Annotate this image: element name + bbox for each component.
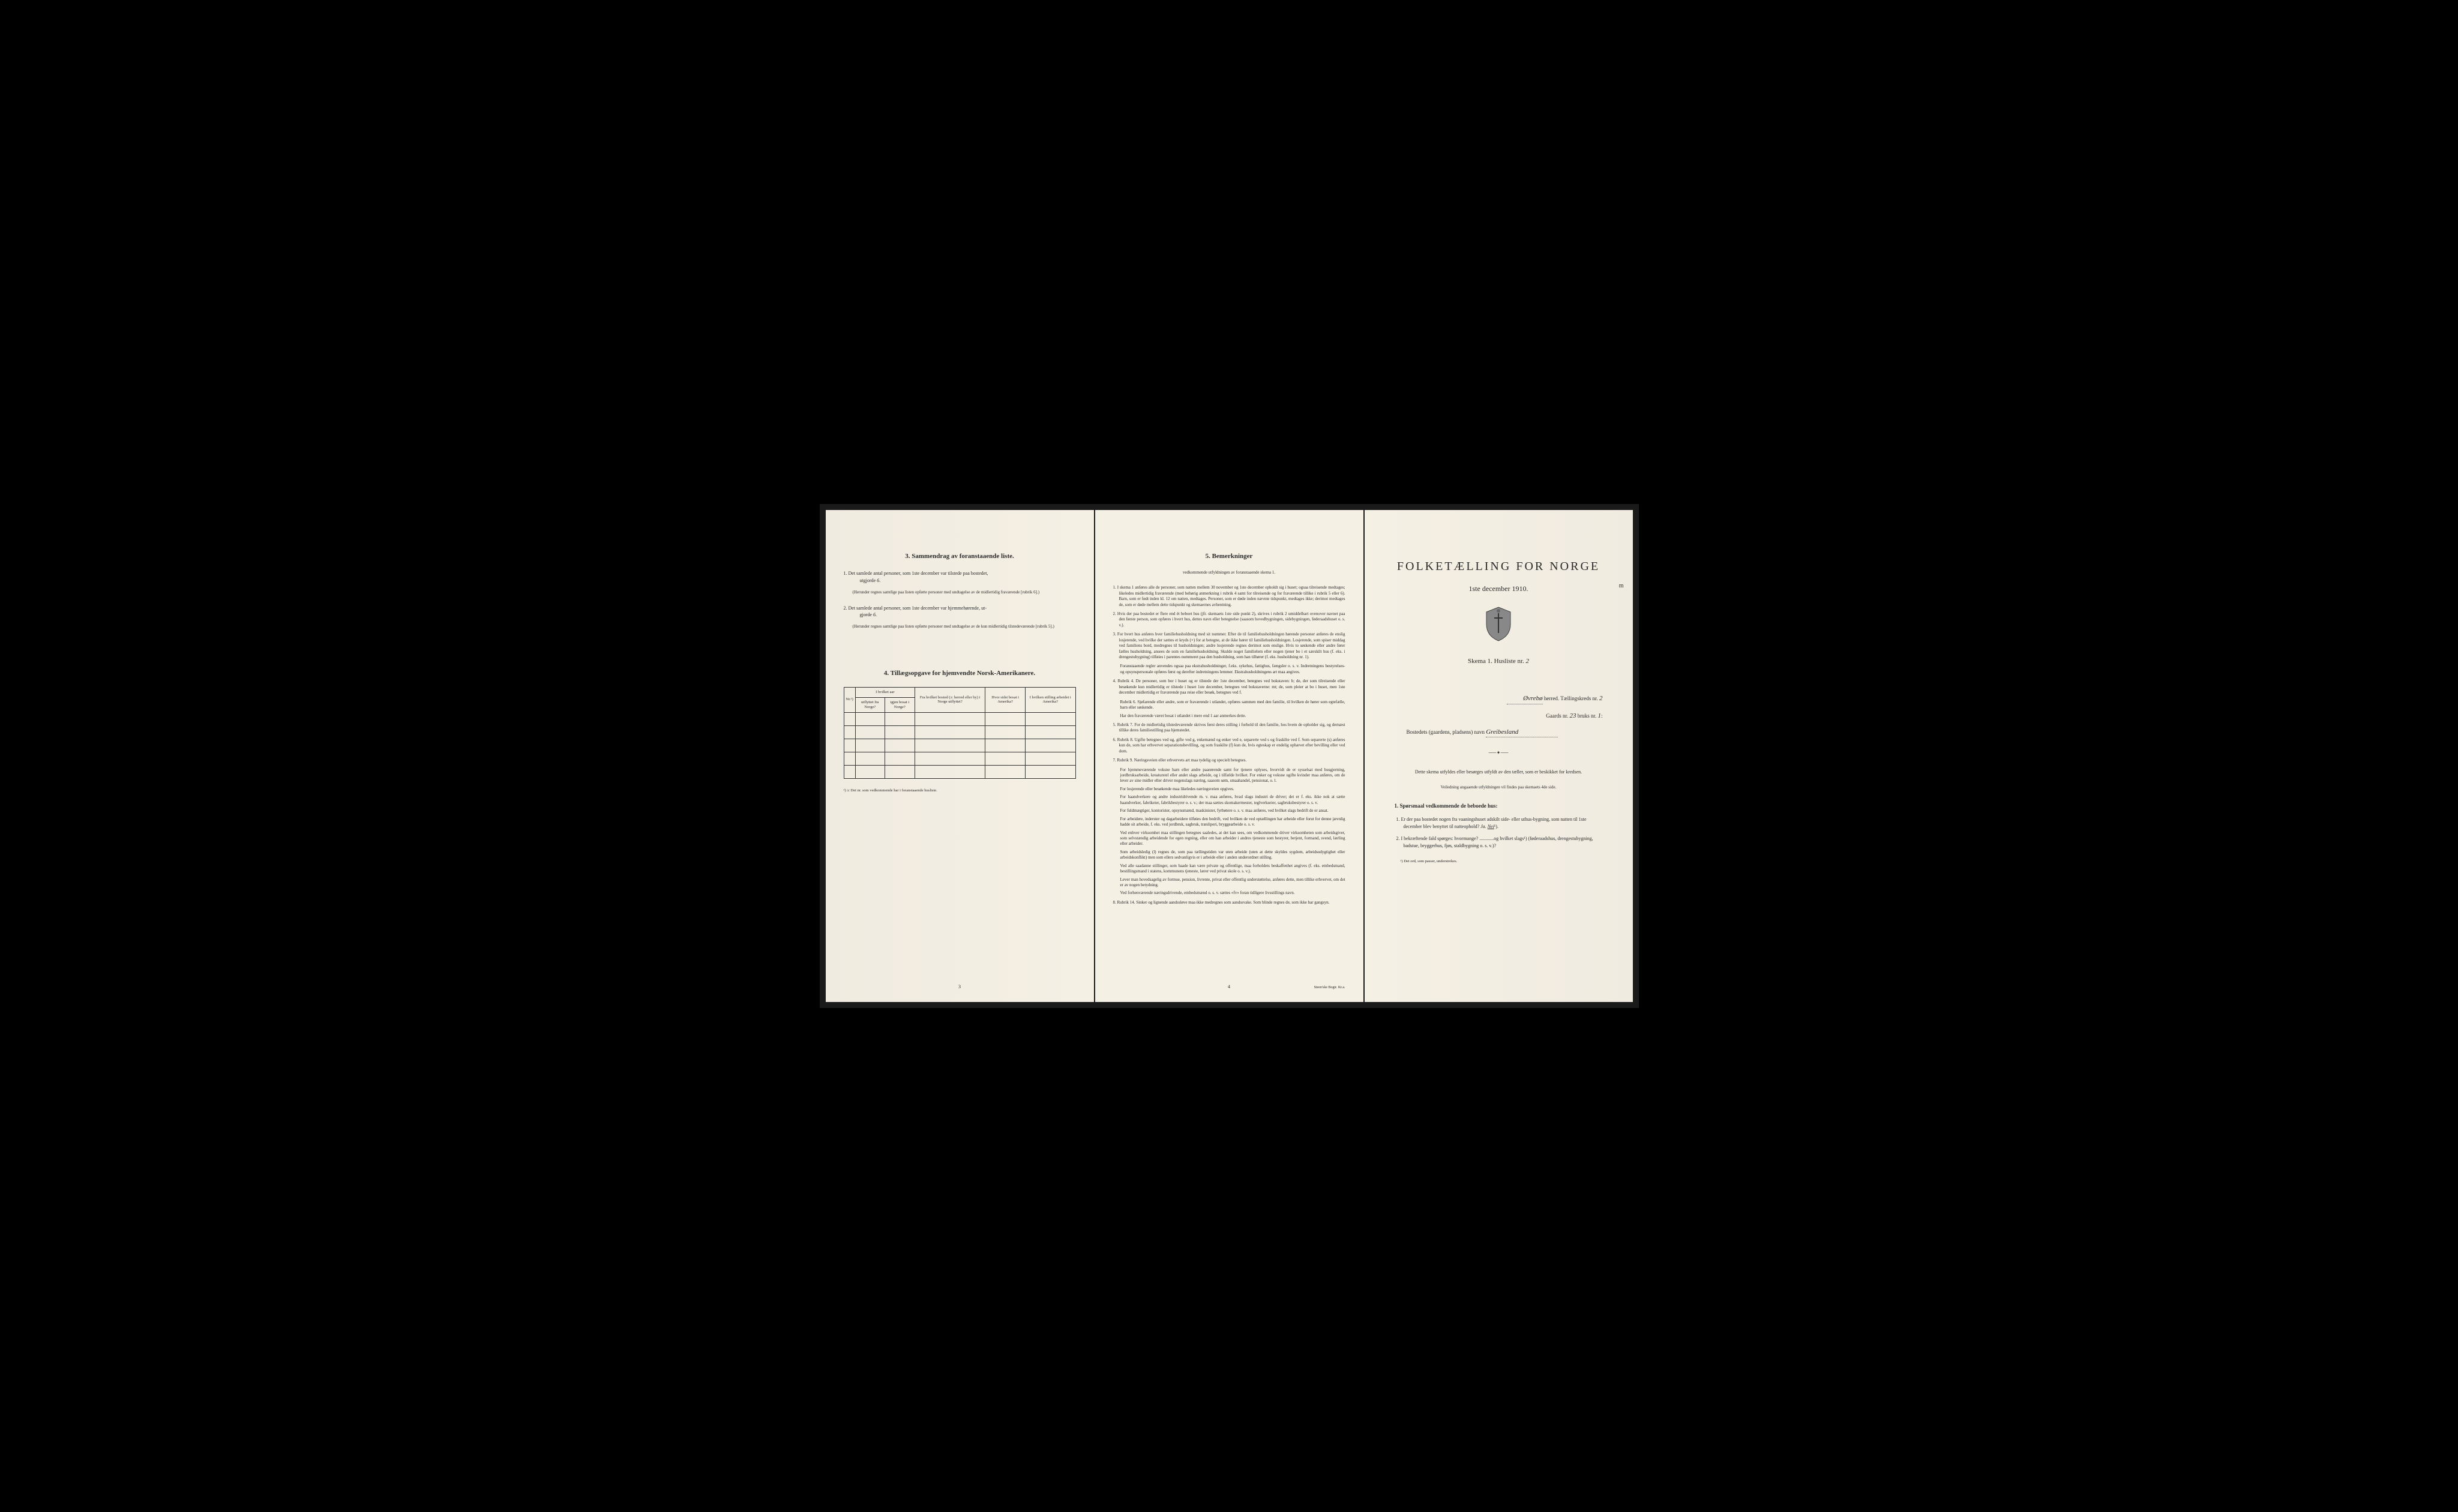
page-number-4: 4 [1228, 983, 1230, 990]
table-row [844, 765, 1075, 778]
remark-3: 3. For hvert hus anføres hver familiehus… [1113, 632, 1345, 660]
th-utflyttet: utflyttet fra Norge? [855, 697, 885, 712]
summary-item-2: 2. Det samlede antal personer, som 1ste … [844, 605, 1076, 618]
remark-2: 2. Hvis der paa bostedet er flere end ét… [1113, 611, 1345, 628]
remark-7-sub8: Ved alle saadanne stillinger, som baade … [1120, 863, 1345, 875]
th-amerika: Hvor sidst bosat i Amerika? [985, 688, 1026, 712]
main-title: FOLKETÆLLING FOR NORGE [1383, 558, 1615, 575]
remark-5: 5. Rubrik 7. For de midlertidig tilstede… [1113, 722, 1345, 734]
amerikanere-table: Nr.¹) I hvilket aar Fra hvilket bosted (… [844, 687, 1076, 778]
hjemmehorende-count: 6 [873, 612, 876, 617]
herred-line: Øvrebø herred. Tællingskreds nr. 2 [1383, 694, 1615, 704]
table-row [844, 712, 1075, 725]
remark-7-sub2: For losjerende eller besøkende maa likel… [1120, 787, 1345, 792]
question-1: 1. Er der paa bostedet nogen fra vaaning… [1404, 816, 1603, 830]
margin-mark: m [1619, 582, 1624, 590]
table-footnote: ¹) ɔ: Det nr. som vedkommende har i fora… [844, 788, 1076, 793]
herred-name: Øvrebø [1507, 694, 1543, 704]
table-row [844, 752, 1075, 765]
remark-6: 6. Rubrik 8. Ugifte betegnes ved ug, gif… [1113, 737, 1345, 754]
husliste-nr: 2 [1526, 658, 1530, 665]
census-date: 1ste december 1910. [1383, 584, 1615, 594]
th-bosted: Fra hvilket bosted (ɔ: herred eller by) … [915, 688, 985, 712]
remark-7-sub7: Som arbeidsledig (l) regnes de, som paa … [1120, 850, 1345, 861]
th-stilling: I hvilken stilling arbeidet i Amerika? [1025, 688, 1075, 712]
section-4-heading: 4. Tillægsopgave for hjemvendte Norsk-Am… [844, 669, 1076, 678]
questions-heading: 1. Spørsmaal vedkommende de beboede hus: [1395, 802, 1615, 810]
remark-7-sub3: For haandverkere og andre industridriven… [1120, 794, 1345, 806]
question-footnote: ¹) Det ord, som passer, understrekes. [1401, 859, 1615, 864]
remark-4-sub2: Har den fraværende været bosat i utlande… [1120, 713, 1345, 719]
amerikanere-table-container: Nr.¹) I hvilket aar Fra hvilket bosted (… [844, 687, 1076, 778]
question-2: 2. I bekræftende fald spørges: hvormange… [1404, 835, 1603, 850]
section-5-heading: 5. Bemerkninger [1113, 552, 1345, 561]
section-3-heading: 3. Sammendrag av foranstaaende liste. [844, 552, 1076, 561]
remark-7: 7. Rubrik 9. Næringsveien eller erhverve… [1113, 758, 1345, 763]
bosted-name: Greibesland [1486, 728, 1558, 737]
summary-item-1: 1. Det samlede antal personer, som 1ste … [844, 570, 1076, 583]
remark-7-sub4: For fuldmægtiger, kontorister, opsynsmæn… [1120, 808, 1345, 814]
instruction-main: Dette skema utfyldes eller besørges utfy… [1395, 769, 1603, 776]
remark-3-extra: Foranstaaende regler anvendes ogsaa paa … [1120, 664, 1345, 675]
remark-7-sub6: Ved enhver virksomhet maa stillingen bet… [1120, 830, 1345, 847]
remark-7-sub9: Lever man hovedsagelig av formue, pensio… [1120, 877, 1345, 889]
bruk-nr: 1 [1597, 712, 1601, 719]
section-5-subheading: vedkommende utfyldningen av foranstaaend… [1113, 570, 1345, 576]
page-right: m FOLKETÆLLING FOR NORGE 1ste december 1… [1365, 510, 1633, 1002]
remark-7-sub1: For hjemmeværende voksne barn eller andr… [1120, 767, 1345, 784]
gaard-line: Gaards nr. 23 bruks nr. 1: [1383, 712, 1615, 721]
table-row [844, 739, 1075, 752]
remark-7-sub10: Ved forhenværende næringsdrivende, embed… [1120, 890, 1345, 896]
table-row [844, 725, 1075, 739]
item2-note: (Herunder regnes samtlige paa listen opf… [853, 624, 1076, 630]
page-left: 3. Sammendrag av foranstaaende liste. 1.… [826, 510, 1094, 1002]
answer-nei: Nei [1488, 824, 1494, 829]
remark-8: 8. Rubrik 14. Sinker og lignende aandssl… [1113, 900, 1345, 905]
tilstede-count: 6 [877, 578, 879, 583]
gaard-nr: 23 [1569, 712, 1576, 719]
coat-of-arms-icon [1483, 606, 1513, 642]
divider-ornament: ⸺✦⸺ [1383, 749, 1615, 756]
instruction-sub: Veiledning angaaende utfyldningen vil fi… [1395, 785, 1603, 791]
document-container: 3. Sammendrag av foranstaaende liste. 1.… [820, 504, 1639, 1008]
th-bosat: igjen bosat i Norge? [885, 697, 915, 712]
bosted-line: Bostedets (gaardens, pladsens) navn Grei… [1407, 728, 1615, 737]
skema-line: Skema 1. Husliste nr. 2 [1383, 657, 1615, 666]
remark-7-sub5: For arbeidere, inderster og dagarbeidere… [1120, 817, 1345, 828]
page-number-3: 3 [958, 983, 961, 990]
remark-4-sub1: Rubrik 6. Sjøfarende eller andre, som er… [1120, 700, 1345, 711]
page-middle: 5. Bemerkninger vedkommende utfyldningen… [1095, 510, 1363, 1002]
printer-mark: Steen'ske Bogtr. Kr.a. [1314, 985, 1345, 990]
th-nr: Nr.¹) [844, 688, 855, 712]
th-aar: I hvilket aar [855, 688, 915, 698]
remark-4: 4. Rubrik 4. De personer, som bor i huse… [1113, 679, 1345, 695]
remark-1: 1. I skema 1 anføres alle de personer, s… [1113, 585, 1345, 608]
kreds-nr: 2 [1599, 695, 1603, 702]
item1-note: (Herunder regnes samtlige paa listen opf… [853, 590, 1076, 596]
